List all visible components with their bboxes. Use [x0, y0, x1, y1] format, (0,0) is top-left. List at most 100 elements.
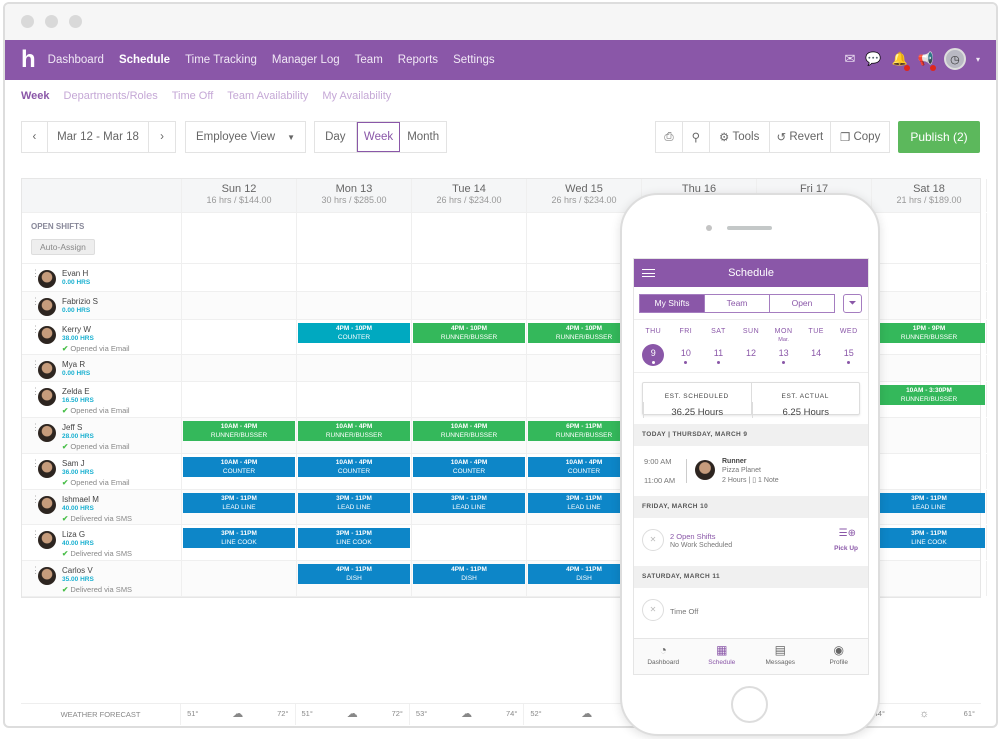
schedule-cell[interactable]	[412, 525, 527, 560]
user-avatar-menu[interactable]: ◷	[943, 48, 966, 70]
subnav-week[interactable]: Week	[21, 90, 50, 102]
search-icon[interactable]: ⚲	[683, 122, 710, 152]
nav-dashboard[interactable]: Dashboard	[47, 54, 104, 66]
employee-name[interactable]: Sam J	[62, 459, 85, 468]
schedule-cell[interactable]: 3PM - 11PM LINE COOK	[872, 525, 987, 560]
drag-handle-icon[interactable]: ⋮	[31, 359, 40, 369]
logo[interactable]: h	[21, 46, 36, 73]
hamburger-menu-icon[interactable]	[642, 269, 655, 277]
nav-reports[interactable]: Reports	[397, 54, 439, 66]
drag-handle-icon[interactable]: ⋮	[31, 296, 40, 306]
schedule-cell[interactable]: 10AM - 4PM RUNNER/BUSSER	[182, 418, 297, 453]
mail-icon[interactable]: ✉	[844, 51, 856, 66]
close-window-button[interactable]	[21, 15, 34, 28]
schedule-cell[interactable]	[297, 264, 412, 291]
schedule-cell[interactable]: 4PM - 10PM RUNNER/BUSSER	[412, 320, 527, 354]
schedule-cell[interactable]: 10AM - 4PM COUNTER	[412, 454, 527, 489]
subnav-time-off[interactable]: Time Off	[171, 90, 214, 102]
shift-block[interactable]: 3PM - 11PM LEAD LINE	[528, 493, 640, 513]
open-shift-cell[interactable]	[182, 213, 297, 263]
employee-name[interactable]: Zelda E	[62, 387, 90, 396]
shift-block[interactable]: 4PM - 11PM DISH	[298, 564, 410, 584]
schedule-cell[interactable]	[182, 292, 297, 319]
drag-handle-icon[interactable]: ⋮	[31, 529, 40, 539]
pick-up-icon[interactable]: ☰⊕	[838, 528, 856, 539]
prev-week-button[interactable]: ‹	[22, 122, 48, 152]
shift-block[interactable]: 10AM - 4PM RUNNER/BUSSER	[183, 421, 295, 441]
tools-button[interactable]: ⚙ Tools	[710, 122, 770, 152]
calendar-day[interactable]: THU 9	[637, 328, 670, 366]
bottom-nav-profile[interactable]: ◉ Profile	[810, 639, 869, 674]
shift-card[interactable]: 9:00 AM 11:00 AM Runner Pizza Planet 2 H…	[634, 446, 868, 496]
shift-block[interactable]: 3PM - 11PM LINE COOK	[298, 528, 410, 548]
shift-block[interactable]: 10AM - 4PM COUNTER	[528, 457, 640, 477]
nav-time-tracking[interactable]: Time Tracking	[185, 54, 257, 66]
day-view-button[interactable]: Day	[315, 122, 357, 152]
bottom-nav-dashboard[interactable]: ◔ Dashboard	[634, 639, 693, 674]
schedule-cell[interactable]: 10AM - 3:30PM RUNNER/BUSSER	[872, 382, 987, 417]
employee-name[interactable]: Evan H	[62, 269, 89, 278]
schedule-cell[interactable]: 3PM - 11PM LEAD LINE	[872, 490, 987, 524]
tab-open[interactable]: Open	[769, 294, 835, 313]
calendar-day[interactable]: TUE 14	[800, 328, 833, 366]
schedule-cell[interactable]	[297, 292, 412, 319]
filter-icon[interactable]: ⏷	[843, 294, 862, 313]
tab-team[interactable]: Team	[704, 294, 770, 313]
schedule-cell[interactable]	[412, 382, 527, 417]
view-select[interactable]: Employee View ▼	[185, 121, 306, 153]
shift-block[interactable]: 3PM - 11PM LEAD LINE	[873, 493, 985, 513]
shift-block[interactable]: 4PM - 10PM RUNNER/BUSSER	[413, 323, 525, 343]
calendar-day[interactable]: WED 15	[832, 328, 865, 366]
subnav-team-availability[interactable]: Team Availability	[227, 90, 309, 102]
minimize-window-button[interactable]	[45, 15, 58, 28]
schedule-cell[interactable]	[297, 355, 412, 381]
subnav-departments-roles[interactable]: Departments/Roles	[63, 90, 158, 102]
subnav-my-availability[interactable]: My Availability	[322, 90, 392, 102]
schedule-cell[interactable]	[297, 382, 412, 417]
employee-name[interactable]: Jeff S	[62, 423, 83, 432]
calendar-day[interactable]: SAT 11	[702, 328, 735, 366]
employee-name[interactable]: Carlos V	[62, 566, 93, 575]
schedule-cell[interactable]	[872, 264, 987, 291]
date-range[interactable]: Mar 12 - Mar 18	[48, 122, 150, 152]
shift-block[interactable]: 4PM - 10PM RUNNER/BUSSER	[528, 323, 640, 343]
drag-handle-icon[interactable]: ⋮	[31, 268, 40, 278]
copy-button[interactable]: ❐ Copy	[831, 122, 889, 152]
next-week-button[interactable]: ›	[160, 131, 164, 143]
pick-up-button[interactable]: Pick Up	[834, 545, 858, 552]
tab-my-shifts[interactable]: My Shifts	[639, 294, 705, 313]
shift-block[interactable]: 3PM - 11PM LEAD LINE	[298, 493, 410, 513]
schedule-cell[interactable]: 10AM - 4PM COUNTER	[297, 454, 412, 489]
schedule-cell[interactable]: 3PM - 11PM LINE COOK	[297, 525, 412, 560]
shift-block[interactable]: 10AM - 4PM COUNTER	[413, 457, 525, 477]
schedule-cell[interactable]: 3PM - 11PM LEAD LINE	[297, 490, 412, 524]
calendar-day[interactable]: MON Mar. 13	[767, 328, 800, 366]
schedule-cell[interactable]	[412, 355, 527, 381]
schedule-cell[interactable]: 3PM - 11PM LEAD LINE	[412, 490, 527, 524]
schedule-cell[interactable]	[412, 292, 527, 319]
employee-name[interactable]: Kerry W	[62, 325, 91, 334]
open-shift-cell[interactable]	[297, 213, 412, 263]
open-shifts-card[interactable]: ✕ 2 Open Shifts No Work Scheduled ☰⊕ Pic…	[634, 518, 868, 566]
nav-team[interactable]: Team	[354, 54, 383, 66]
shift-block[interactable]: 4PM - 11PM DISH	[528, 564, 640, 584]
schedule-cell[interactable]	[182, 320, 297, 354]
bell-icon[interactable]: 🔔	[892, 51, 910, 71]
schedule-cell[interactable]	[182, 264, 297, 291]
schedule-cell[interactable]	[182, 561, 297, 596]
schedule-cell[interactable]: 4PM - 10PM COUNTER	[297, 320, 412, 354]
shift-block[interactable]: 6PM - 11PM RUNNER/BUSSER	[528, 421, 640, 441]
nav-settings[interactable]: Settings	[453, 54, 495, 66]
week-view-button[interactable]: Week	[356, 122, 401, 152]
shift-block[interactable]: 10AM - 3:30PM RUNNER/BUSSER	[873, 385, 985, 405]
schedule-cell[interactable]: 4PM - 11PM DISH	[412, 561, 527, 596]
shift-block[interactable]: 4PM - 10PM COUNTER	[298, 323, 410, 343]
schedule-cell[interactable]: 4PM - 11PM DISH	[297, 561, 412, 596]
shift-block[interactable]: 10AM - 4PM COUNTER	[298, 457, 410, 477]
drag-handle-icon[interactable]: ⋮	[31, 386, 40, 396]
schedule-cell[interactable]: 3PM - 11PM LEAD LINE	[182, 490, 297, 524]
shift-block[interactable]: 10AM - 4PM RUNNER/BUSSER	[298, 421, 410, 441]
employee-name[interactable]: Fabrizio S	[62, 297, 99, 306]
drag-handle-icon[interactable]: ⋮	[31, 458, 40, 468]
nav-manager-log[interactable]: Manager Log	[271, 54, 340, 66]
